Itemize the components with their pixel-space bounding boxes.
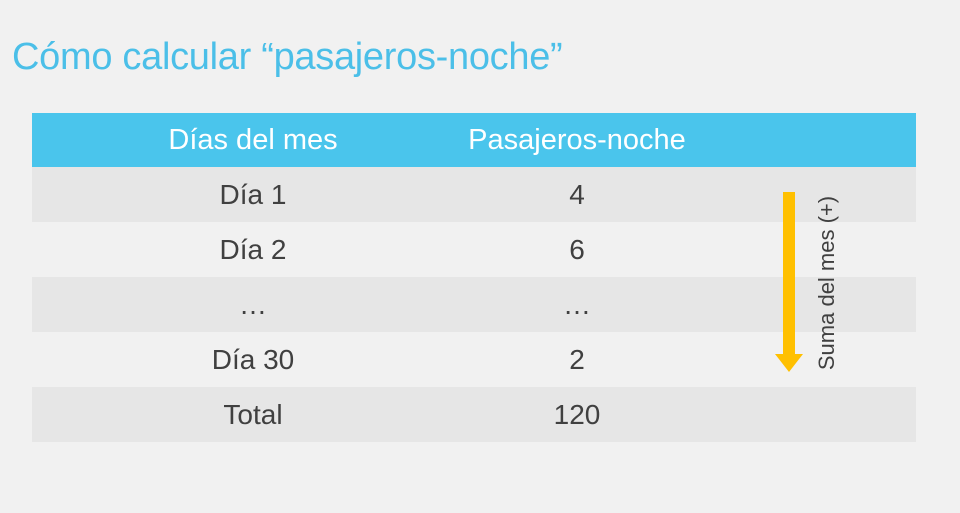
value-cell: 4 — [569, 178, 585, 210]
day-cell: Día 1 — [219, 178, 287, 210]
table-row: Día 2 6 — [32, 222, 916, 277]
total-label: Total — [223, 398, 283, 430]
down-arrow-icon — [774, 192, 804, 372]
header-days: Días del mes — [168, 123, 338, 156]
table-row: … … — [32, 277, 916, 332]
table-row: Día 1 4 — [32, 167, 916, 222]
value-cell: 6 — [569, 233, 585, 265]
table-header-row: Días del mes Pasajeros-noche — [32, 113, 916, 167]
sum-annotation: Suma del mes (+) — [810, 188, 844, 378]
header-passenger-nights: Pasajeros-noche — [468, 123, 686, 156]
day-cell: Día 30 — [211, 343, 295, 375]
value-cell: … — [563, 288, 591, 320]
passengers-table: Días del mes Pasajeros-noche Día 1 4 Día… — [32, 113, 916, 442]
slide-title: Cómo calcular “pasajeros-noche” — [12, 36, 563, 78]
sum-annotation-label: Suma del mes (+) — [814, 195, 840, 371]
day-cell: Día 2 — [219, 233, 287, 265]
value-cell: 2 — [569, 343, 585, 375]
day-cell: … — [239, 288, 267, 320]
total-value: 120 — [553, 398, 601, 430]
table-total-row: Total 120 — [32, 387, 916, 442]
table-row: Día 30 2 — [32, 332, 916, 387]
